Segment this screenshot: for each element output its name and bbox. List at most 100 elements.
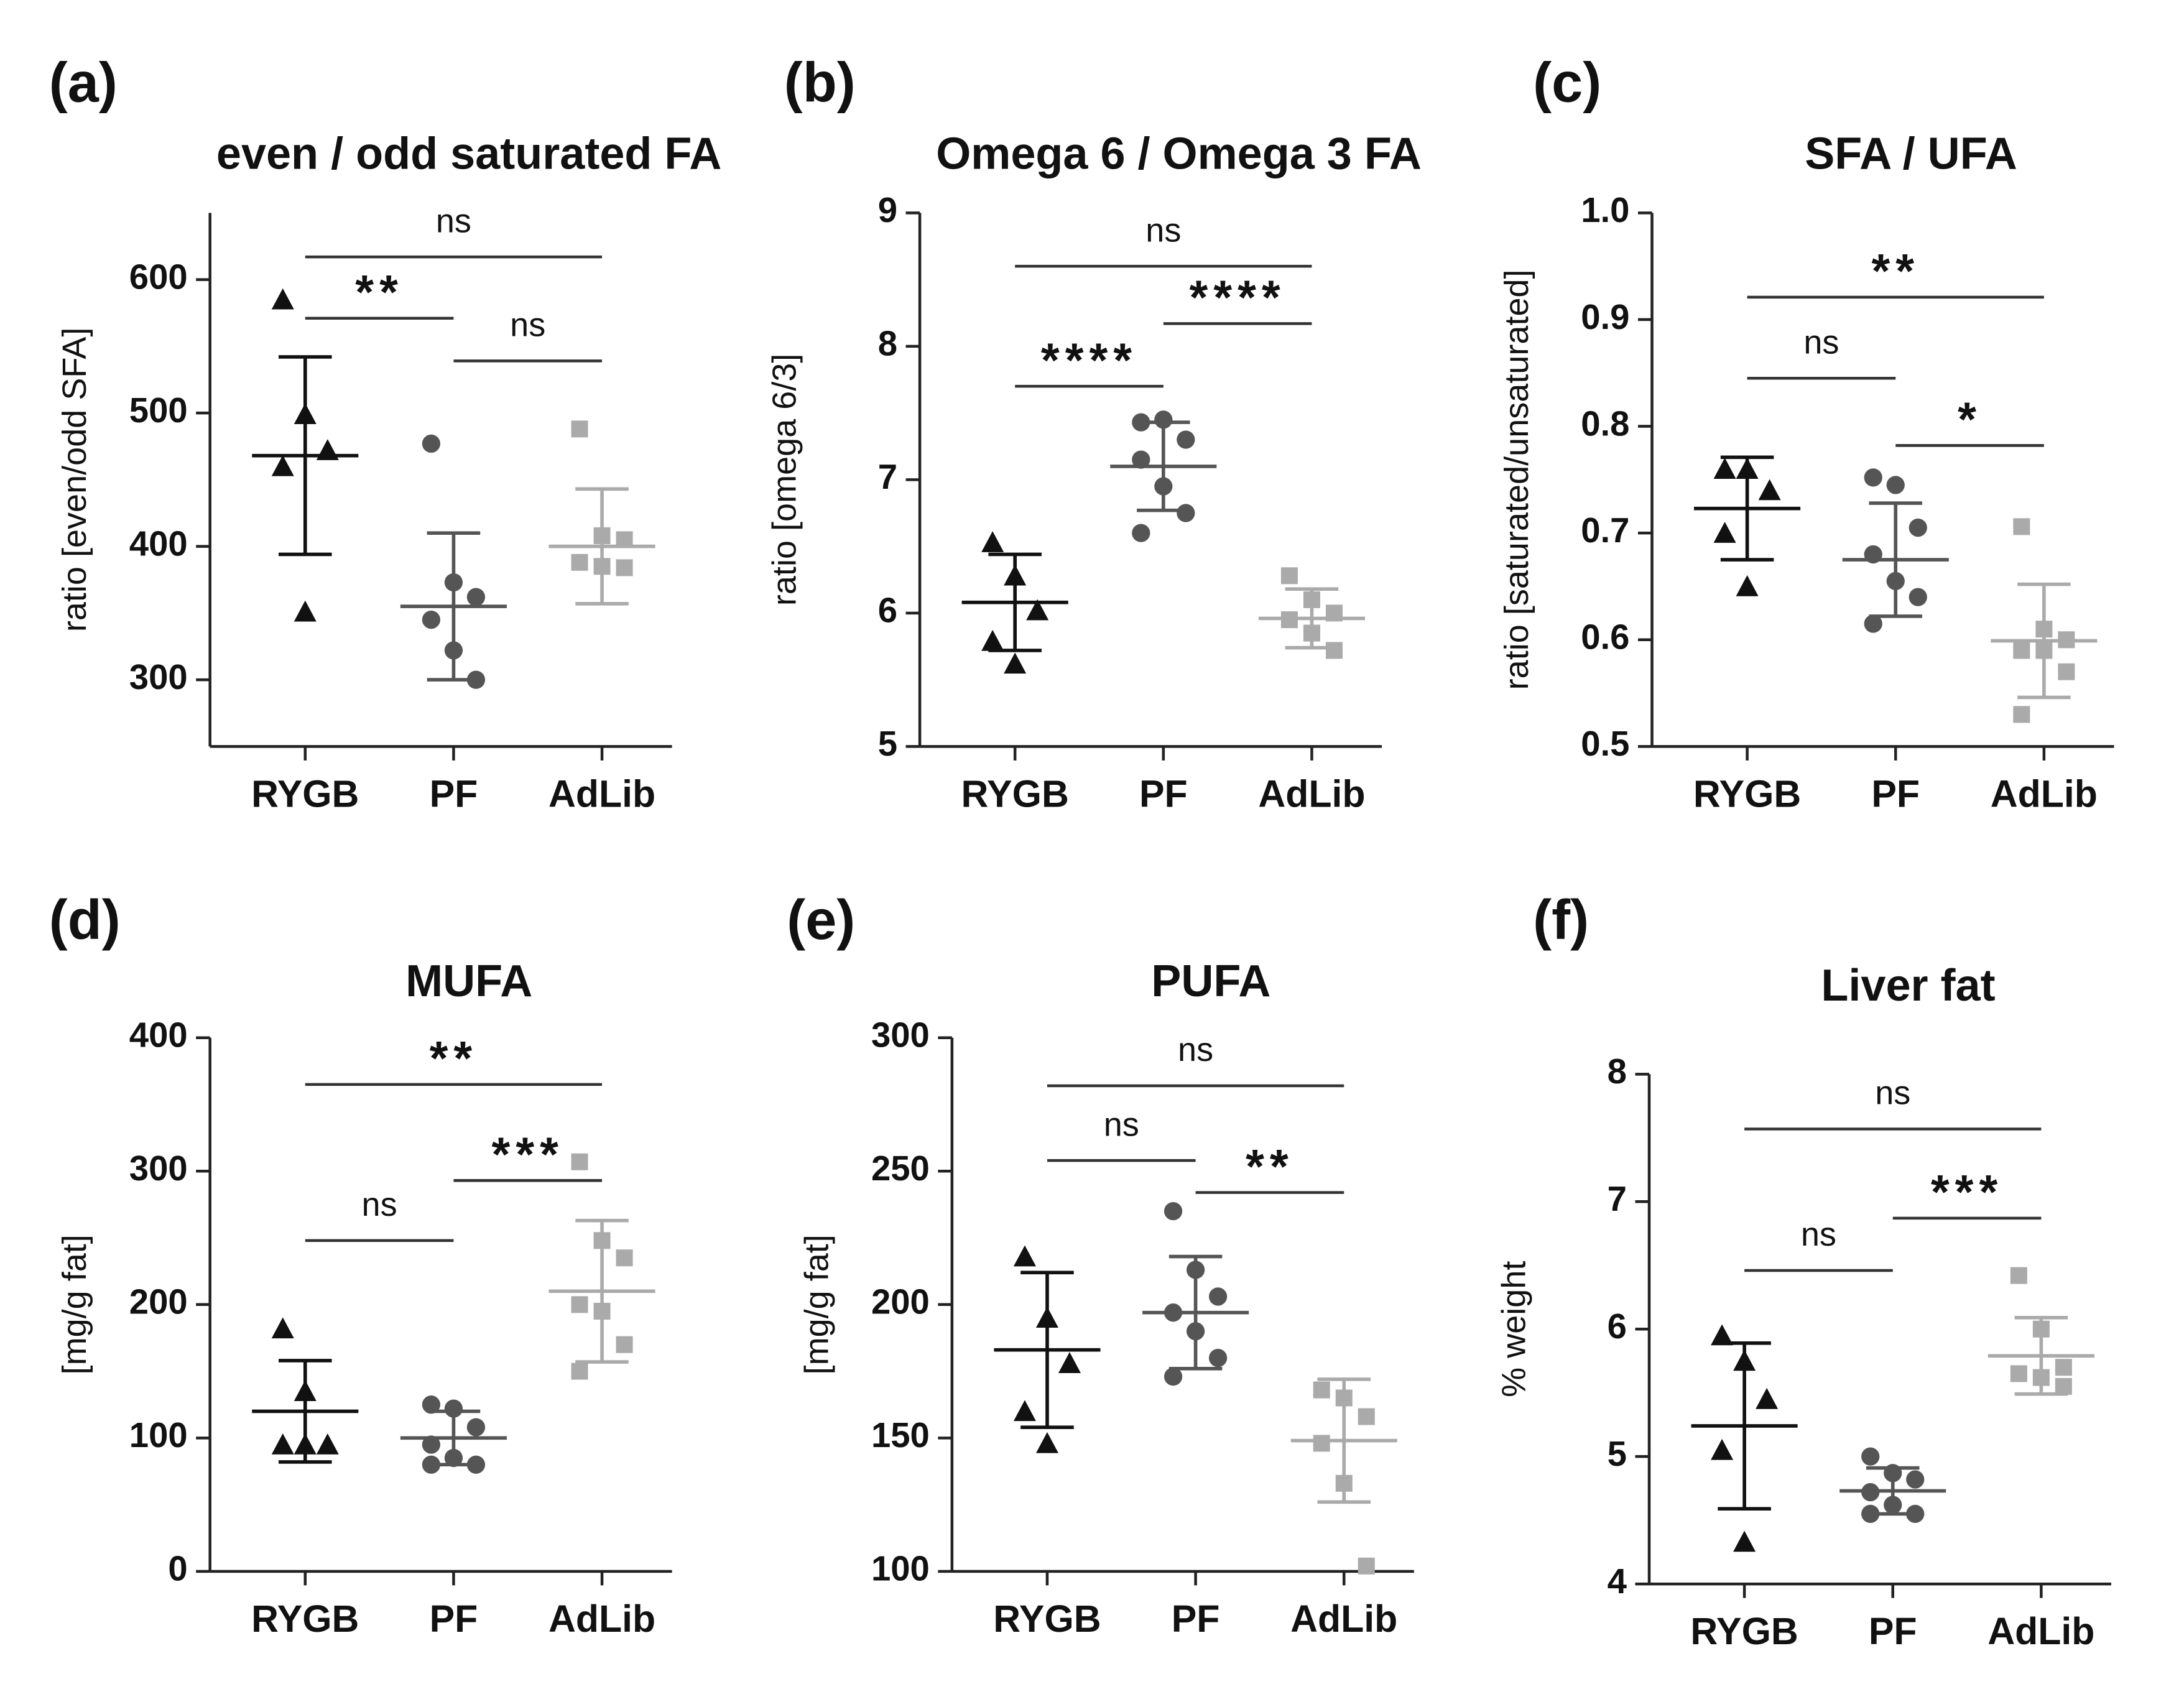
data-point [422,610,441,629]
x-tick-label: RYGB [961,772,1069,815]
data-point [1756,1387,1779,1409]
significance-label: ** [355,266,404,319]
data-point [571,1153,588,1170]
data-point [1861,1447,1880,1466]
data-point [571,1296,588,1313]
x-tick-label: AdLib [1258,772,1365,815]
data-point [1313,1381,1330,1399]
data-point [466,588,486,606]
y-tick-label: 250 [871,1149,930,1188]
x-tick-label: AdLib [1290,1598,1397,1640]
data-point [271,1317,294,1339]
x-tick-label: RYGB [251,772,359,815]
data-point [1758,479,1781,501]
y-axis-label: ratio [even/odd SFA] [56,327,93,632]
data-point [271,288,294,310]
significance-label: **** [1041,334,1137,387]
chart-title: PUFA [1151,956,1270,1006]
data-point [1013,1400,1036,1422]
data-point [2013,518,2030,535]
y-tick-label: 400 [129,1016,188,1055]
x-tick-label: RYGB [1693,772,1801,815]
y-tick-label: 200 [129,1282,188,1321]
significance-label: *** [492,1128,564,1181]
data-point [1325,642,1343,659]
data-point [1906,1470,1925,1489]
data-point [422,1435,441,1454]
y-tick-label: 600 [129,257,188,296]
x-tick-label: AdLib [548,1598,655,1640]
y-tick-label: 5 [1608,1434,1627,1473]
chart-title: Liver fat [1821,961,1995,1011]
y-tick-label: 150 [871,1415,930,1455]
y-tick-label: 1.0 [1581,190,1629,229]
x-tick-label: RYGB [993,1598,1101,1640]
significance-label: ** [1871,245,1920,298]
data-point [2010,1267,2027,1284]
data-point [1886,476,1905,494]
y-tick-label: 6 [1608,1307,1627,1346]
x-tick-label: PF [1172,1598,1220,1640]
data-point [2013,706,2030,723]
significance-label: * [1958,394,1982,447]
data-point [1909,588,1927,606]
data-point [271,455,294,476]
data-point [1864,468,1882,487]
significance-label: *** [1931,1166,2003,1219]
data-point [1013,1245,1036,1267]
data-point [1864,614,1882,633]
data-point [1909,518,1927,537]
x-tick-label: RYGB [251,1598,359,1640]
data-point [422,1395,441,1414]
y-tick-label: 0 [168,1549,187,1588]
significance-label: ns [362,1186,397,1223]
data-point [422,434,441,453]
data-point [616,559,633,576]
y-tick-label: 400 [129,524,188,563]
panel-label: (c) [1533,51,1601,114]
chart-title: MUFA [405,956,532,1006]
data-point [1177,430,1195,449]
panel-label: (d) [49,889,121,951]
y-tick-label: 300 [129,1149,188,1188]
significance-label: ns [1875,1075,1910,1112]
data-point [2055,1359,2072,1376]
y-tick-label: 0.7 [1581,511,1629,550]
y-tick-label: 4 [1608,1562,1627,1601]
panel-label: (f) [1533,889,1589,951]
significance-label: ns [1178,1031,1213,1068]
data-point [571,420,588,438]
data-point [466,1418,486,1437]
x-tick-label: PF [1869,1610,1917,1652]
data-point [1208,1348,1228,1367]
data-point [2013,642,2030,659]
y-tick-label: 0.9 [1581,297,1629,336]
significance-label: ns [1803,324,1839,361]
data-point [571,553,588,571]
x-tick-label: PF [1139,772,1188,815]
panel-label: (a) [49,51,118,114]
data-point [1132,450,1150,469]
y-tick-label: 9 [878,190,897,229]
significance-label: ** [1246,1141,1294,1193]
chart-title: even / odd saturated FA [216,129,722,178]
y-tick-label: 300 [871,1016,930,1055]
significance-label: ns [1145,211,1181,249]
x-tick-label: AdLib [548,772,655,815]
y-axis-label: ratio [omega 6/3] [766,354,803,606]
data-point [1736,575,1759,596]
data-point [2055,1377,2072,1395]
data-point [444,1399,463,1418]
data-point [1733,1530,1756,1552]
panel-label: (b) [784,51,856,114]
data-point [1713,522,1736,543]
y-axis-label: [mg/g fat] [56,1234,93,1374]
data-point [1035,1432,1058,1453]
x-tick-label: AdLib [1987,1610,2094,1652]
data-point [1058,1352,1081,1373]
y-tick-label: 7 [1608,1179,1627,1218]
y-tick-label: 0.8 [1581,404,1629,443]
data-point [1004,652,1027,674]
